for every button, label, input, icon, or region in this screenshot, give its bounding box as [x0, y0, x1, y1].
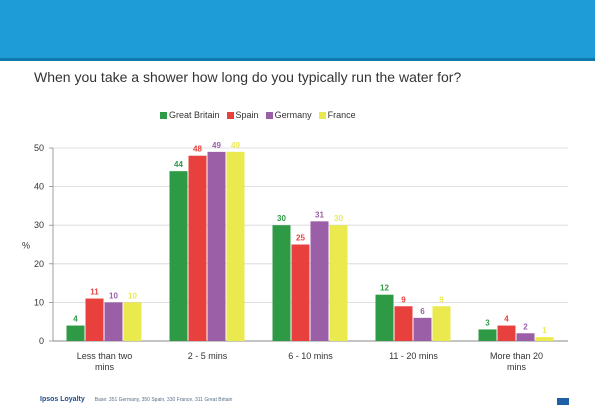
bar-spain	[497, 325, 516, 341]
banner-band	[0, 58, 595, 61]
bar-great-britain	[272, 225, 291, 341]
y-axis-label: %	[22, 241, 30, 251]
bar-germany	[516, 333, 535, 341]
y-tick-label: 30	[34, 220, 44, 230]
data-label: 2	[523, 322, 528, 331]
y-tick-label: 10	[34, 297, 44, 307]
y-tick-label: 0	[39, 336, 44, 346]
chart-question: When you take a shower how long do you t…	[34, 69, 462, 85]
x-tick-label: More than 20	[490, 351, 543, 361]
bar-spain	[291, 244, 310, 341]
data-label: 30	[334, 214, 343, 223]
bar-france	[226, 151, 245, 341]
data-label: 49	[212, 141, 221, 150]
legend-item: France	[318, 110, 356, 120]
data-label: 6	[420, 307, 425, 316]
legend-item: Great Britain	[160, 110, 220, 120]
chart-legend: Great Britain Spain Germany France	[160, 110, 356, 120]
ipsos-logo-icon	[557, 398, 569, 405]
bar-germany	[310, 221, 329, 341]
x-tick-label: 2 - 5 mins	[188, 351, 228, 361]
legend-swatch	[160, 111, 167, 119]
data-label: 31	[315, 210, 324, 219]
data-label: 44	[174, 160, 183, 169]
data-label: 1	[542, 326, 547, 335]
x-tick-label: Less than two	[77, 351, 133, 361]
bar-spain	[188, 155, 207, 341]
legend-swatch	[226, 111, 234, 119]
data-label: 10	[128, 291, 137, 300]
bar-great-britain	[169, 171, 188, 341]
legend-item: Germany	[265, 110, 312, 120]
bar-france	[535, 337, 554, 341]
data-label: 4	[504, 315, 509, 324]
bar-germany	[207, 151, 226, 341]
data-label: 49	[231, 141, 240, 150]
x-tick-label: 6 - 10 mins	[288, 351, 333, 361]
bar-great-britain	[478, 329, 497, 341]
legend-label: France	[327, 110, 356, 120]
data-label: 9	[401, 295, 406, 304]
x-tick-label: mins	[95, 362, 115, 372]
legend-label: Germany	[274, 110, 312, 120]
bar-great-britain	[375, 294, 394, 341]
data-label: 3	[485, 318, 490, 327]
legend-item: Spain	[226, 110, 259, 120]
data-label: 12	[380, 284, 389, 293]
y-tick-label: 20	[34, 259, 44, 269]
bar-spain	[394, 306, 413, 341]
x-tick-label: mins	[507, 362, 527, 372]
legend-label: Spain	[235, 110, 259, 120]
x-tick-label: 11 - 20 mins	[389, 351, 438, 361]
data-label: 10	[109, 291, 118, 300]
bar-france	[123, 302, 142, 341]
bar-great-britain	[66, 325, 85, 341]
data-label: 9	[439, 295, 444, 304]
legend-swatch	[318, 111, 326, 119]
footer-brand: Ipsos Loyalty	[40, 396, 85, 403]
data-label: 25	[296, 234, 305, 243]
bar-france	[329, 225, 348, 341]
legend-label: Great Britain	[169, 110, 220, 120]
data-label: 11	[90, 288, 99, 297]
bar-germany	[104, 302, 123, 341]
y-tick-label: 40	[34, 182, 44, 192]
footer: Ipsos Loyalty Base: 351 Germany, 350 Spa…	[40, 396, 232, 403]
bar-germany	[413, 317, 432, 341]
data-label: 4	[73, 315, 78, 324]
legend-swatch	[265, 111, 273, 119]
bar-france	[432, 306, 451, 341]
y-tick-label: 50	[34, 143, 44, 153]
footer-base-note: Base: 351 Germany, 350 Spain, 330 France…	[94, 396, 233, 403]
data-label: 30	[277, 214, 286, 223]
bar-spain	[85, 298, 104, 341]
data-label: 48	[193, 145, 202, 154]
top-banner	[0, 0, 595, 58]
